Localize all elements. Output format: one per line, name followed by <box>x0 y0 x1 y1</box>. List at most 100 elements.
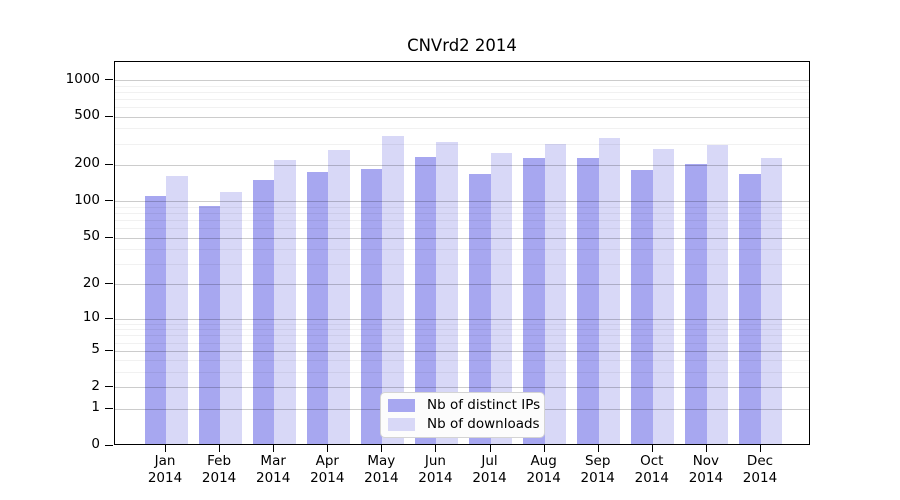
y-tick <box>105 386 113 388</box>
x-tick <box>273 445 275 452</box>
x-tick <box>165 445 166 452</box>
x-tick <box>597 445 599 452</box>
y-tick-label: 5 <box>91 341 100 358</box>
bar-downloads-oct <box>652 148 675 444</box>
bar-ips-jun <box>414 157 437 444</box>
y-tick-label: 500 <box>74 107 100 124</box>
y-tick <box>105 317 113 319</box>
bars-layer <box>115 62 809 444</box>
x-tick-label-jul: Jul 2014 <box>472 453 507 486</box>
bar-downloads-jun <box>436 142 458 444</box>
gridline-90 <box>115 206 809 208</box>
legend-label: Nb of downloads <box>427 416 540 432</box>
legend-swatch-downloads-icon <box>388 418 415 431</box>
x-tick-label-mar: Mar 2014 <box>255 453 291 486</box>
y-tick <box>105 283 113 285</box>
gridline-400 <box>115 128 809 130</box>
gridline-40 <box>115 249 809 251</box>
x-tick <box>543 445 545 452</box>
bar-ips-nov <box>685 163 707 444</box>
x-tick-label-aug: Aug 2014 <box>526 453 561 486</box>
x-tick <box>327 445 329 452</box>
chart-title: CNVrd2 2014 <box>407 36 517 55</box>
bar-ips-mar <box>252 180 275 444</box>
plot-area: Nb of distinct IPs Nb of downloads <box>114 61 810 445</box>
bar-downloads-apr <box>328 149 350 444</box>
bar-ips-feb <box>198 205 221 444</box>
y-tick <box>105 349 113 351</box>
legend-swatch-distinct-ips-icon <box>388 399 415 412</box>
y-tick <box>105 200 113 202</box>
y-tick <box>105 236 113 238</box>
gridline-6 <box>115 342 809 344</box>
bar-ips-jan <box>144 195 166 444</box>
x-tick-label-feb: Feb 2014 <box>201 453 237 486</box>
y-tick-label: 2 <box>91 377 100 394</box>
y-tick <box>105 407 113 409</box>
y-tick <box>105 444 113 446</box>
x-tick <box>705 445 707 452</box>
y-tick-label: 0 <box>91 436 100 452</box>
x-tick <box>759 445 761 452</box>
bar-ips-sep <box>577 157 599 444</box>
y-tick-label: 10 <box>82 309 100 326</box>
y-tick <box>105 79 113 81</box>
legend: Nb of distinct IPs Nb of downloads <box>380 392 545 438</box>
x-tick-label-sep: Sep 2014 <box>580 453 615 486</box>
bar-downloads-dec <box>760 158 783 444</box>
x-tick <box>381 445 383 452</box>
y-tick-label: 50 <box>82 228 100 244</box>
gridline-7 <box>115 335 809 337</box>
gridline-100 <box>115 201 809 203</box>
gridline-10 <box>115 318 809 320</box>
gridline-1000 <box>115 80 809 82</box>
x-tick-label-jun: Jun 2014 <box>418 453 453 486</box>
gridline-300 <box>115 143 809 145</box>
bar-ips-may <box>360 169 383 444</box>
bar-ips-jul <box>469 173 491 444</box>
y-tick-label: 20 <box>82 274 100 291</box>
gridline-800 <box>115 91 809 93</box>
x-tick-label-may: May 2014 <box>364 453 399 486</box>
x-tick <box>219 445 221 452</box>
bar-ips-dec <box>739 174 761 444</box>
bar-downloads-aug <box>544 143 567 444</box>
gridline-900 <box>115 85 809 87</box>
gridline-700 <box>115 98 809 100</box>
gridline-70 <box>115 220 809 221</box>
bar-ips-apr <box>306 172 329 444</box>
gridline-50 <box>115 237 809 239</box>
y-tick <box>105 163 113 165</box>
gridline-3 <box>115 372 809 374</box>
bar-ips-oct <box>631 170 653 444</box>
legend-item-distinct-ips: Nb of distinct IPs <box>388 398 540 413</box>
y-tick-label: 100 <box>74 191 100 208</box>
bar-downloads-jul <box>490 152 513 444</box>
gridline-8 <box>115 329 809 331</box>
bar-downloads-feb <box>220 192 242 444</box>
gridline-20 <box>115 284 809 286</box>
x-tick-label-apr: Apr 2014 <box>310 453 345 486</box>
x-tick <box>651 445 653 452</box>
bar-downloads-mar <box>274 159 296 444</box>
x-tick <box>435 445 437 452</box>
bar-ips-aug <box>523 158 545 444</box>
bar-downloads-may <box>382 136 404 444</box>
gridline-60 <box>115 228 809 230</box>
x-tick-label-jan: Jan 2014 <box>147 453 183 486</box>
gridline-5 <box>115 350 809 352</box>
x-tick-label-dec: Dec 2014 <box>742 453 778 486</box>
gridline-200 <box>115 164 809 166</box>
y-tick <box>105 115 113 117</box>
gridline-600 <box>115 107 809 108</box>
grid-layer <box>115 62 809 444</box>
gridline-500 <box>115 116 809 118</box>
gridline-30 <box>115 263 809 265</box>
gridline-9 <box>115 323 809 325</box>
gridline-4 <box>115 360 809 362</box>
x-tick-label-nov: Nov 2014 <box>688 453 724 486</box>
bar-downloads-jan <box>166 175 188 444</box>
x-tick <box>489 445 491 452</box>
x-tick-label-oct: Oct 2014 <box>634 453 669 486</box>
